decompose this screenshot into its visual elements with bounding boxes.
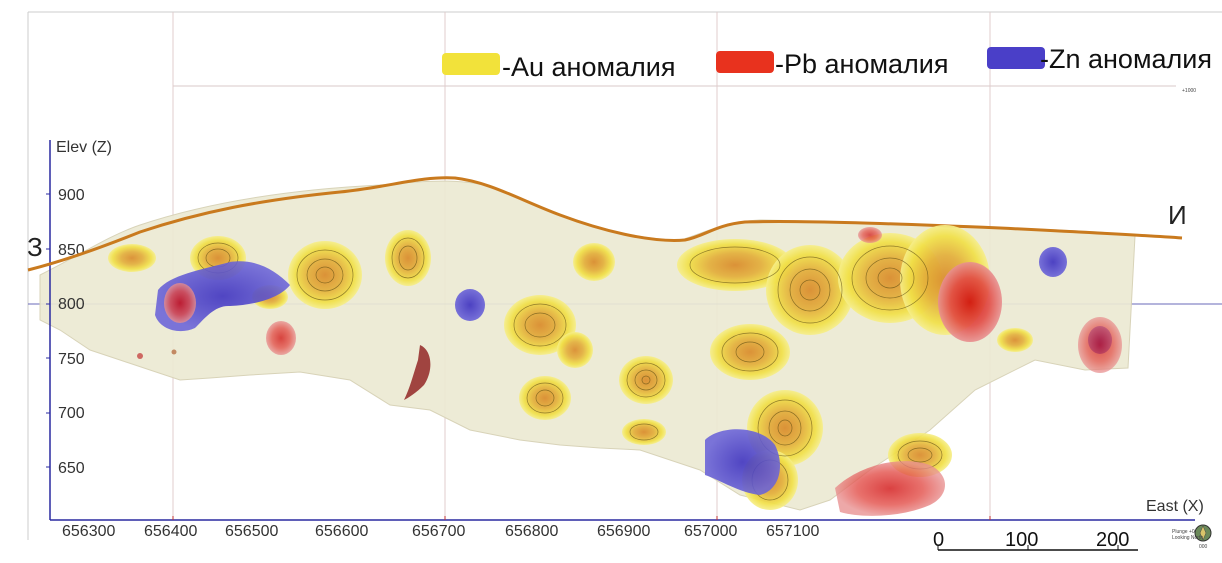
pb-anomaly xyxy=(266,321,296,355)
x-axis-title: East (X) xyxy=(1146,498,1204,515)
section-end-west: З xyxy=(27,232,43,262)
pb-anomaly xyxy=(164,283,196,323)
legend-swatch-pb xyxy=(716,51,774,73)
y-tick-label: 900 xyxy=(58,187,85,204)
compass-caption: Looking North xyxy=(1172,535,1203,541)
x-tick-label: 656500 xyxy=(225,523,278,540)
au-anomaly xyxy=(557,332,593,368)
au-anomaly xyxy=(766,245,854,335)
au-anomaly xyxy=(573,243,615,281)
pb-anomaly xyxy=(858,227,882,243)
y-tick-label: 800 xyxy=(58,296,85,313)
compass-caption: 000 xyxy=(1199,544,1208,550)
y-tick-label: 750 xyxy=(58,351,85,368)
x-tick-label: 656600 xyxy=(315,523,368,540)
pb-anomaly xyxy=(137,353,143,359)
zn-anomaly xyxy=(705,429,780,495)
corner-label: +1000 xyxy=(1182,88,1196,94)
pb-anomaly xyxy=(1078,317,1122,373)
legend-swatch-au xyxy=(442,53,500,75)
topography-line xyxy=(27,176,1183,272)
au-anomaly xyxy=(677,239,793,291)
x-tick-label: 656300 xyxy=(62,523,115,540)
scale-label: 200 xyxy=(1096,529,1129,551)
au-anomaly xyxy=(710,324,790,380)
legend-label-pb: -Pb аномалия xyxy=(775,49,949,79)
pb-anomaly xyxy=(171,349,177,355)
x-tick-label: 656800 xyxy=(505,523,558,540)
compass-caption: Plunge +0 xyxy=(1172,529,1195,535)
x-tick-label: 656900 xyxy=(597,523,650,540)
scale-label: 100 xyxy=(1005,529,1038,551)
section-end-east: И xyxy=(1168,200,1187,230)
y-axis: Elev (Z) 900 850 800 750 700 650 xyxy=(46,139,112,520)
x-tick-label: 657100 xyxy=(766,523,819,540)
legend-swatch-zn xyxy=(987,47,1045,69)
x-tick-label: 656400 xyxy=(144,523,197,540)
y-tick-label: 700 xyxy=(58,405,85,422)
scale-bar: 0 100 200 xyxy=(933,529,1138,551)
au-anomaly xyxy=(997,328,1033,352)
zn-anomaly xyxy=(1039,247,1067,277)
x-axis: East (X) 656300 656400 656500 656600 656… xyxy=(50,498,1204,540)
pb-anomaly xyxy=(404,345,431,400)
pb-anomaly xyxy=(938,262,1002,342)
y-axis-title: Elev (Z) xyxy=(56,139,112,156)
legend-label-zn: -Zn аномалия xyxy=(1040,44,1212,74)
scale-label: 0 xyxy=(933,529,944,551)
pb-anomaly xyxy=(835,461,945,516)
au-anomaly xyxy=(519,376,571,420)
compass-icon: Plunge +0 Looking North 000 xyxy=(1172,524,1212,550)
pb-anomalies xyxy=(137,227,1122,516)
au-anomaly xyxy=(108,244,156,272)
au-anomaly xyxy=(622,419,666,445)
x-tick-label: 657000 xyxy=(684,523,737,540)
y-tick-label: 650 xyxy=(58,460,85,477)
legend: -Au аномалия -Pb аномалия -Zn аномалия xyxy=(442,44,1212,82)
legend-label-au: -Au аномалия xyxy=(502,52,676,82)
zn-anomaly xyxy=(455,289,485,321)
x-tick-label: 656700 xyxy=(412,523,465,540)
au-anomaly xyxy=(288,241,362,309)
